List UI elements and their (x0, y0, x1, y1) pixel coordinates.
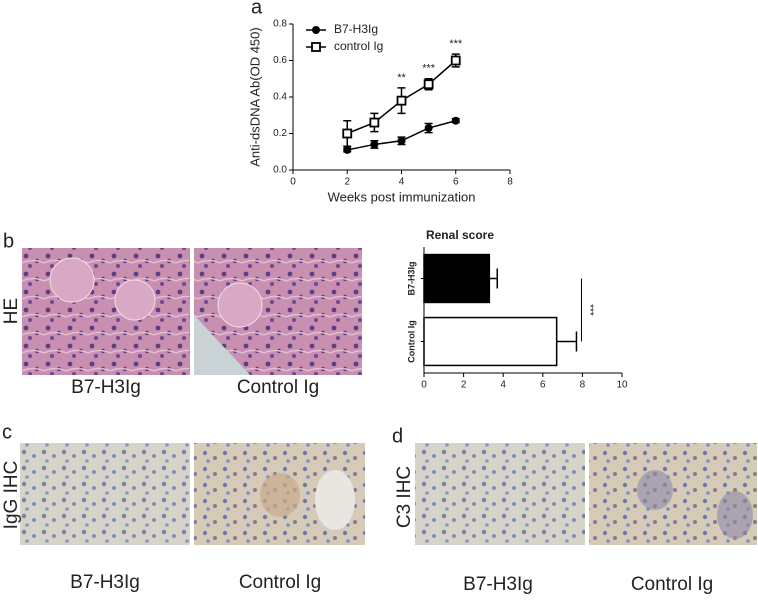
micrograph (22, 248, 190, 375)
marker (451, 116, 460, 125)
x-axis-label: Weeks post immunization (328, 189, 476, 204)
marker (450, 55, 461, 66)
glomerulus (114, 279, 156, 321)
y-tick-label: 0.4 (273, 92, 287, 103)
glomerulus (260, 473, 300, 517)
micrograph (415, 443, 585, 545)
stain-label: HE (1, 298, 22, 324)
vessel (194, 315, 250, 375)
significance: *** (449, 38, 463, 50)
legend-label: B7-H3Ig (334, 22, 378, 36)
marker (370, 140, 379, 149)
panel-label: b (3, 230, 14, 252)
x-tick-label: 0 (290, 177, 296, 188)
significance: *** (584, 304, 595, 316)
x-tick-label: 6 (453, 177, 459, 188)
glomerulus (717, 491, 753, 539)
y-tick-label: B7-H3Ig (406, 261, 416, 295)
caption: B7-H3Ig (71, 377, 141, 398)
significance: ** (397, 72, 406, 84)
vessel (315, 470, 355, 530)
panel-label: c (2, 421, 12, 443)
caption: Control Ig (631, 574, 713, 595)
marker (369, 117, 380, 128)
bar (423, 316, 558, 367)
stain-label: C3 IHC (394, 466, 415, 528)
marker (342, 128, 353, 139)
micrograph (20, 443, 190, 545)
caption: Control Ig (237, 377, 319, 398)
marker (343, 145, 352, 154)
x-tick-label: 2 (344, 177, 350, 188)
glomerulus (49, 257, 95, 303)
y-tick-label: 0.8 (273, 19, 287, 30)
marker (423, 79, 434, 90)
y-tick-label: 0.0 (273, 165, 287, 176)
y-tick-label: 0.6 (273, 55, 287, 66)
glomerulus (217, 282, 263, 328)
x-tick-label: 2 (461, 380, 467, 391)
panel-label: d (392, 425, 403, 447)
caption: B7-H3Ig (463, 574, 533, 595)
x-tick-label: 8 (580, 380, 586, 391)
error-bar (489, 268, 499, 289)
stain-label: IgG IHC (1, 461, 22, 530)
legend-label: control Ig (334, 39, 383, 53)
x-tick-label: 8 (507, 177, 513, 188)
bar (423, 253, 491, 304)
glomerulus (637, 470, 673, 510)
x-tick-label: 0 (421, 380, 427, 391)
error-bar (556, 331, 578, 352)
caption: Control Ig (239, 572, 321, 593)
x-tick-label: 10 (616, 380, 628, 391)
y-tick-label: Control Ig (406, 320, 416, 363)
series-line (347, 120, 456, 151)
panel-label: a (251, 0, 263, 18)
marker (424, 124, 433, 133)
significance: *** (422, 63, 436, 75)
caption: B7-H3Ig (70, 572, 140, 593)
y-axis-label: Anti-dsDNA Ab(OD 450) (247, 27, 262, 166)
marker (397, 136, 406, 145)
x-tick-label: 4 (500, 380, 506, 391)
y-tick-label: 0.2 (273, 128, 287, 139)
x-tick-label: 6 (540, 380, 546, 391)
legend-marker (311, 42, 321, 52)
chart-title: Renal score (426, 228, 494, 242)
x-tick-label: 4 (399, 177, 405, 188)
legend-marker (312, 26, 320, 34)
marker (396, 95, 407, 106)
